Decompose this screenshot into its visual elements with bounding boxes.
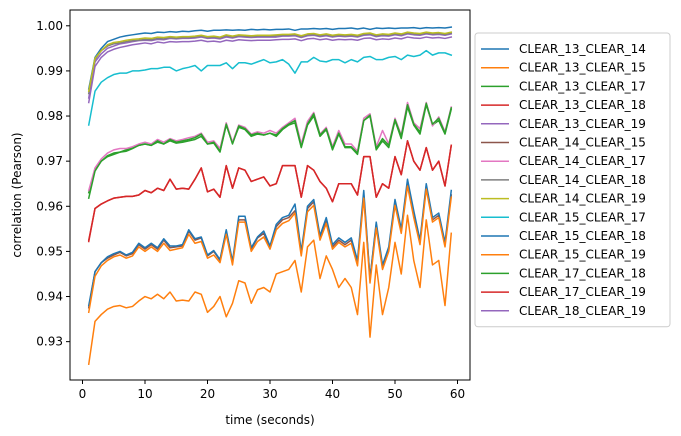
series-line-clear-17-clear-18	[87, 102, 453, 200]
series-line-clear-13-clear-15	[87, 214, 453, 366]
legend-entry-label: CLEAR_13_CLEAR_15	[519, 61, 646, 75]
legend-entry-label: CLEAR_15_CLEAR_18	[519, 229, 646, 243]
legend-entry-label: CLEAR_18_CLEAR_19	[519, 304, 646, 318]
series-line-clear-15-clear-19	[87, 185, 453, 314]
legend-entry-label: CLEAR_14_CLEAR_17	[519, 154, 646, 168]
x-axis-label: time (seconds)	[225, 413, 314, 427]
x-tick-label: 40	[325, 387, 340, 401]
series-layer	[87, 26, 453, 366]
y-tick-label: 0.95	[36, 244, 63, 258]
x-tick-label: 20	[200, 387, 215, 401]
y-tick-label: 0.98	[36, 109, 63, 123]
y-tick-label: 0.94	[36, 290, 63, 304]
series-line-clear-14-clear-18	[87, 32, 453, 95]
series-line-clear-13-clear-19	[87, 33, 453, 99]
series-line-clear-14-clear-19	[87, 31, 453, 93]
x-tick-label: 0	[79, 387, 87, 401]
legend-entry-label: CLEAR_17_CLEAR_19	[519, 285, 646, 299]
legend-entry-label: CLEAR_14_CLEAR_18	[519, 173, 646, 187]
legend-entry-label: CLEAR_15_CLEAR_19	[519, 248, 646, 262]
series-line-clear-13-clear-14	[87, 26, 453, 90]
legend-entry-label: CLEAR_14_CLEAR_15	[519, 136, 646, 150]
x-tick-label: 30	[262, 387, 277, 401]
series-line-clear-15-clear-17	[87, 49, 453, 126]
y-tick-label: 1.00	[36, 19, 63, 33]
y-tick-label: 0.97	[36, 154, 63, 168]
legend-entry-label: CLEAR_13_CLEAR_17	[519, 79, 646, 93]
legend-entry-label: CLEAR_13_CLEAR_19	[519, 117, 646, 131]
y-axis-label: correlation (Pearson)	[10, 132, 24, 257]
y-tick-label: 0.96	[36, 199, 63, 213]
y-tick-label: 0.99	[36, 64, 63, 78]
series-line-clear-17-clear-19	[87, 140, 453, 243]
legend-entry-label: CLEAR_15_CLEAR_17	[519, 210, 646, 224]
x-axis: 0 10 20 30 40 50 60	[79, 380, 465, 401]
y-tick-label: 0.93	[36, 335, 63, 349]
x-tick-label: 10	[137, 387, 152, 401]
y-axis: 0.93 0.94 0.95 0.96 0.97 0.98 0.99 1.00	[36, 19, 70, 349]
legend: CLEAR_13_CLEAR_14 CLEAR_13_CLEAR_15 CLEAR_…	[474, 32, 671, 328]
series-line-clear-18-clear-19	[87, 36, 453, 104]
legend-entry-label: CLEAR_13_CLEAR_14	[519, 42, 646, 56]
x-tick-label: 50	[387, 387, 402, 401]
x-tick-label: 60	[450, 387, 465, 401]
legend-box	[474, 32, 671, 328]
legend-entry-label: CLEAR_17_CLEAR_18	[519, 266, 646, 280]
legend-entry-label: CLEAR_13_CLEAR_18	[519, 98, 646, 112]
legend-entry-label: CLEAR_14_CLEAR_19	[519, 192, 646, 206]
